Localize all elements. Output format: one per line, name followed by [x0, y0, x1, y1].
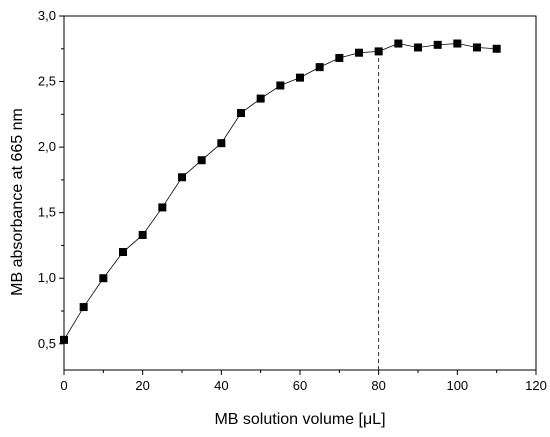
data-point	[138, 230, 147, 239]
labels-group: MB solution volume [μL] MB absorbance at…	[9, 108, 386, 428]
y-axis-label: MB absorbance at 665 nm	[9, 108, 26, 296]
plot-frame	[63, 15, 537, 371]
data-point	[60, 335, 68, 344]
data-point	[335, 53, 344, 62]
x-tick-label: 60	[293, 378, 307, 393]
data-point	[492, 44, 501, 53]
x-tick-label: 120	[525, 378, 547, 393]
data-point	[374, 47, 383, 56]
data-point	[237, 109, 245, 118]
series-group	[60, 39, 501, 344]
data-point	[119, 248, 127, 256]
data-point	[433, 40, 442, 49]
data-point	[79, 303, 88, 312]
x-tick-label: 0	[60, 378, 67, 393]
x-tick-label: 20	[135, 378, 149, 393]
x-tick-label: 80	[371, 378, 385, 393]
data-point	[217, 139, 226, 148]
data-point	[414, 43, 422, 52]
y-tick-label: 3,0	[38, 8, 56, 23]
data-point	[256, 94, 265, 103]
data-point	[296, 73, 304, 82]
y-tick-label: 2,0	[38, 139, 56, 154]
data-point	[99, 274, 108, 283]
data-point	[394, 39, 403, 48]
x-tick-label: 40	[214, 378, 228, 393]
axes-group: 0 20 40 60 80 100 120 0,5 1,0 1,5 2,0 2,5 3,0	[38, 8, 547, 393]
data-point	[178, 173, 186, 182]
x-tick-label: 100	[446, 378, 468, 393]
data-point	[197, 156, 206, 165]
y-tick-label: 1,5	[38, 205, 56, 220]
y-tick-label: 2,5	[38, 74, 56, 89]
data-point	[276, 81, 285, 90]
data-point	[158, 203, 167, 212]
data-point	[473, 43, 481, 52]
data-point	[453, 39, 462, 48]
data-point	[355, 48, 363, 57]
x-axis-label: MB solution volume [μL]	[214, 411, 385, 428]
data-point	[315, 63, 324, 72]
y-tick-label: 1,0	[38, 270, 56, 285]
y-tick-label: 0,5	[38, 336, 56, 351]
